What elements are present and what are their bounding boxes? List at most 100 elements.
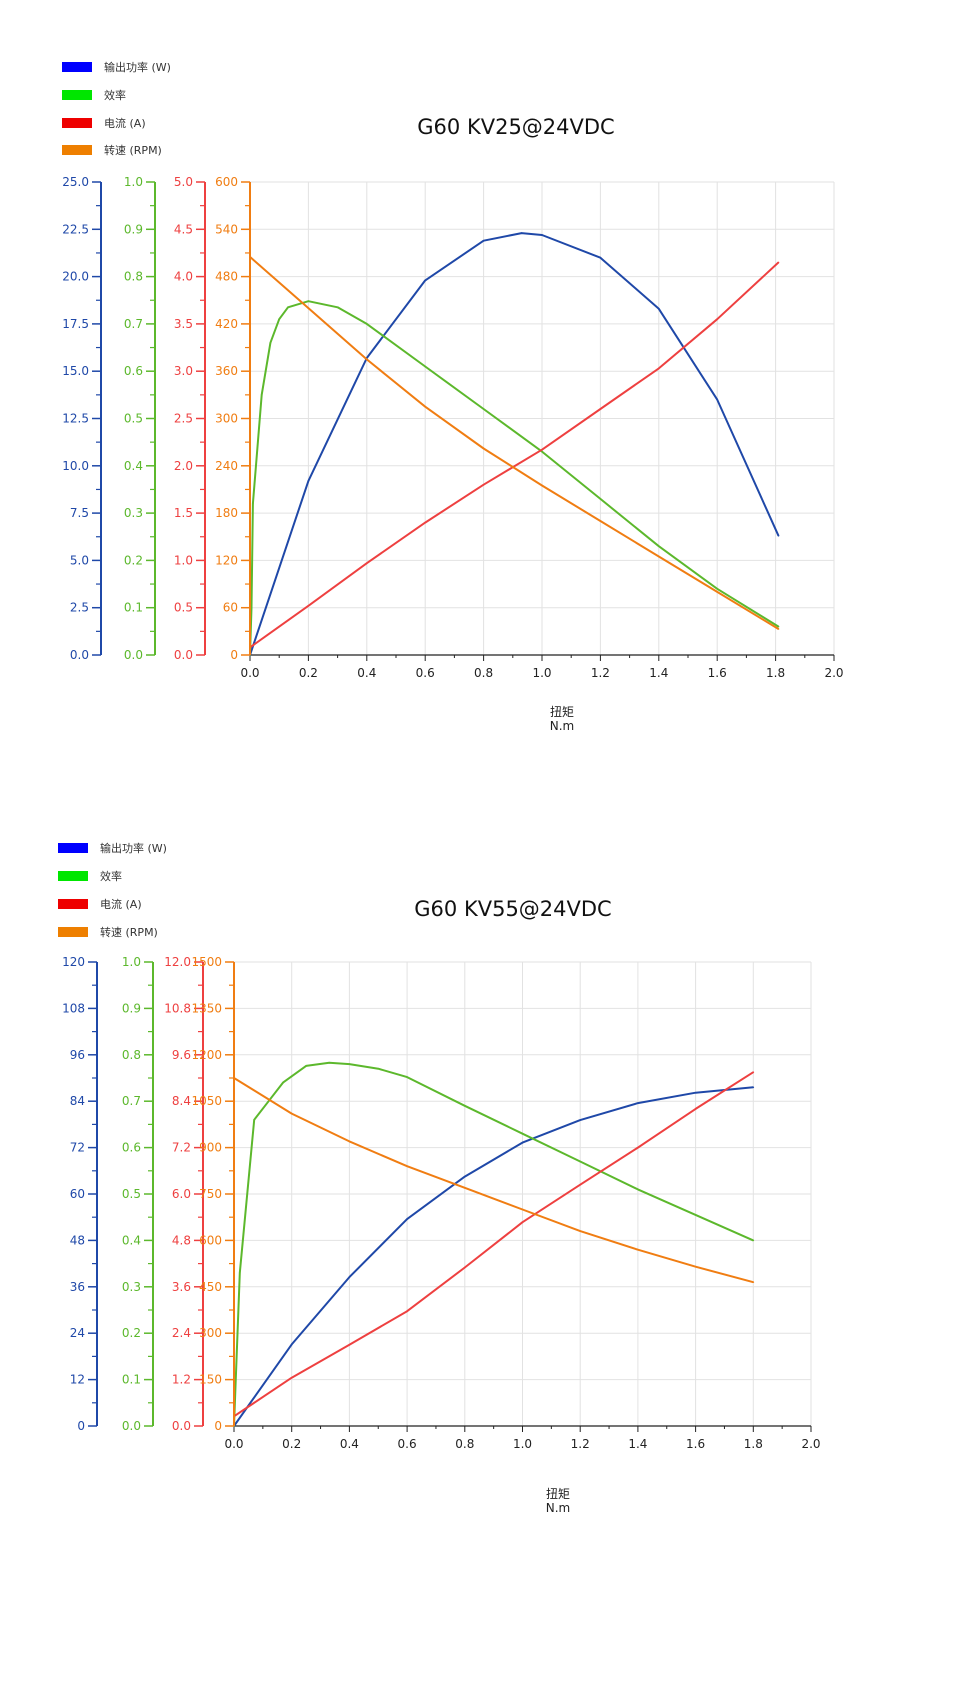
y-tick-label-power: 96 [70,1048,85,1062]
y-tick-label-speed: 360 [215,364,238,378]
y-tick-label-power: 36 [70,1280,85,1294]
y-tick-label-efficiency: 0.4 [124,459,143,473]
x-tick-label: 0.8 [474,666,493,680]
y-tick-label-efficiency: 0.2 [124,553,143,567]
y-tick-label-current: 1.0 [174,553,193,567]
data-point-speed [482,447,485,450]
y-tick-label-power: 120 [62,955,85,969]
data-point-efficiency [752,1239,755,1242]
y-tick-label-current: 4.8 [172,1233,191,1247]
x-tick-label: 1.6 [708,666,727,680]
y-tick-label-power: 72 [70,1141,85,1155]
x-axis-label: 扭矩 [545,1487,571,1501]
legend-item-speed: 转速 (RPM) [58,924,158,940]
y-tick-label-power: 22.5 [62,222,89,236]
data-point-power [348,1276,351,1278]
y-tick-label-speed: 1350 [191,1001,222,1015]
data-point-efficiency [694,1214,697,1216]
x-axis-unit: N.m [549,719,575,733]
y-tick-label-speed: 150 [199,1373,222,1387]
data-point-efficiency [521,1132,524,1135]
data-point-efficiency [366,323,368,325]
y-tick-label-current: 0.0 [174,648,193,662]
y-tick-label-current: 6.0 [172,1187,191,1201]
data-point-current [424,521,427,524]
data-point-speed [249,256,251,258]
y-tick-label-current: 3.6 [172,1280,191,1294]
y-tick-label-efficiency: 0.7 [124,317,143,331]
y-tick-label-speed: 480 [215,270,238,284]
y-tick-label-efficiency: 0.3 [122,1280,141,1294]
data-point-power [424,279,427,282]
y-tick-label-current: 0.0 [172,1419,191,1433]
x-axis-title: 扭矩 N.m [550,705,574,733]
legend-swatch [58,927,88,937]
data-point-speed [233,1077,235,1079]
data-point-power [694,1091,697,1094]
data-point-efficiency [250,606,253,609]
y-tick-label-efficiency: 0.7 [122,1094,141,1108]
data-point-speed [716,591,718,593]
data-point-efficiency [599,498,602,500]
x-tick-label: 0.2 [299,666,318,680]
data-point-current [541,448,543,451]
y-tick-label-power: 60 [70,1187,85,1201]
y-tick-label-current: 2.5 [174,412,193,426]
y-tick-label-efficiency: 0.9 [124,222,143,236]
data-point-speed [637,1248,639,1251]
x-tick-label: 0.6 [416,666,435,680]
y-tick-label-current: 10.8 [164,1001,191,1015]
data-point-efficiency [328,1061,331,1064]
legend-swatch [62,90,92,100]
data-point-current [348,1344,351,1346]
data-point-efficiency [777,625,780,628]
data-point-power [464,1175,466,1178]
y-tick-label-efficiency: 0.6 [122,1141,141,1155]
y-tick-label-current: 12.0 [164,955,191,969]
x-axis-title: 扭矩 N.m [546,1487,570,1515]
data-point-power [290,1343,293,1346]
y-tick-label-speed: 240 [215,459,238,473]
y-tick-label-power: 84 [70,1094,85,1108]
data-point-current [290,1376,293,1379]
data-point-current [599,408,602,410]
chart-title: G60 KV55@24VDC [414,897,612,921]
y-tick-label-efficiency: 0.3 [124,506,143,520]
x-axis-unit: N.m [545,1501,571,1515]
data-point-power [658,307,660,310]
y-tick-label-current: 7.2 [172,1141,191,1155]
y-tick-label-current: 1.5 [174,506,193,520]
y-tick-label-speed: 900 [199,1141,222,1155]
legend-item-speed: 转速 (RPM) [62,142,162,158]
y-tick-label-current: 2.0 [174,459,193,473]
data-point-efficiency [253,1118,255,1121]
legend-item-efficiency: 效率 [58,868,122,884]
y-tick-label-efficiency: 0.1 [124,601,143,615]
x-tick-label: 0.8 [455,1437,474,1451]
data-point-speed [406,1165,408,1167]
data-point-efficiency [348,1063,351,1065]
y-tick-label-current: 1.2 [172,1373,191,1387]
data-point-power [716,398,718,401]
y-tick-label-power: 25.0 [62,175,89,189]
data-point-speed [658,555,660,558]
x-tick-label: 1.0 [532,666,551,680]
y-tick-label-efficiency: 0.0 [124,648,143,662]
legend-label: 效率 [104,89,126,102]
data-point-power [307,480,310,482]
data-point-efficiency [238,1272,241,1274]
y-tick-label-efficiency: 0.6 [124,364,143,378]
y-tick-label-efficiency: 0.4 [122,1233,141,1247]
series-line-speed [233,1077,754,1284]
y-tick-label-speed: 1050 [191,1094,222,1108]
data-point-power [541,234,543,236]
data-point-power [406,1218,408,1220]
data-point-efficiency [716,587,718,590]
legend-item-power: 输出功率 (W) [58,840,167,856]
data-point-current [464,1266,466,1269]
y-tick-label-speed: 180 [215,506,238,520]
y-tick-label-speed: 600 [199,1233,222,1247]
y-tick-label-speed: 1200 [191,1048,222,1062]
y-tick-label-efficiency: 0.5 [122,1187,141,1201]
